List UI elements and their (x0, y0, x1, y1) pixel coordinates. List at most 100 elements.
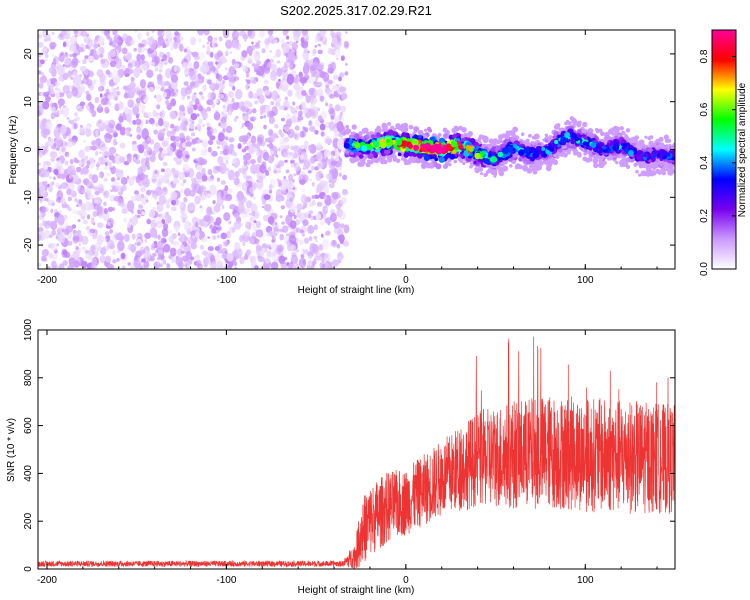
spectrogram-cell (338, 234, 345, 242)
spectrogram-cell (126, 52, 132, 62)
spectrogram-cell (259, 115, 264, 120)
spectrogram-cell (91, 139, 99, 151)
spectrogram-cell (99, 247, 107, 256)
spectrogram-cell (63, 228, 70, 236)
spectrogram-cell (40, 213, 43, 217)
spectrogram-cell (201, 167, 206, 174)
spectrogram-cell (74, 34, 78, 38)
spectrogram-cell (50, 208, 54, 214)
spectrogram-cell (53, 168, 59, 175)
spectrogram-cell (261, 264, 268, 269)
spectrogram-cell (224, 241, 230, 246)
spectrogram-cell (243, 255, 249, 261)
spectrogram-cell (173, 65, 178, 73)
spectrogram-cell (640, 170, 647, 176)
spectrogram-cell (175, 142, 180, 148)
spectrogram-cell (67, 141, 72, 148)
spectrogram-cell (163, 239, 167, 243)
spectrogram-cell (342, 174, 348, 181)
spectrogram-cell (264, 257, 271, 264)
spectrogram-cell (402, 132, 408, 138)
spectrogram-cell (435, 163, 442, 170)
spectrogram-cell (261, 48, 266, 54)
spectrogram-cell (252, 108, 257, 114)
spectrogram-cell (323, 195, 327, 200)
spectrogram-cell (38, 262, 42, 267)
spectrogram-cell (75, 246, 79, 250)
spectrogram-cell (39, 71, 44, 76)
spectrogram-cell (58, 105, 62, 109)
spectrogram-cell (306, 37, 310, 41)
spectrogram-cell (121, 235, 125, 240)
spectrogram-cell (93, 186, 99, 191)
spectrogram-cell (325, 207, 328, 212)
spectrogram-cell (96, 105, 104, 113)
spectrogram-cell (379, 134, 384, 138)
spectrogram-cell (231, 102, 240, 111)
spectrogram-cell (257, 176, 264, 184)
spectrogram-cell (493, 174, 497, 178)
spectrogram-cell (270, 261, 279, 269)
spectrogram-cell (195, 174, 202, 179)
spectrogram-cell (190, 177, 195, 182)
spectrogram-cell (250, 135, 257, 144)
spectrogram-cell (290, 184, 294, 189)
spectrogram-cell (200, 95, 205, 100)
spectrogram-cell (96, 246, 101, 252)
spectrogram-cell (146, 111, 152, 119)
spectrogram-cell (319, 123, 326, 131)
spectrogram-cell (335, 57, 339, 61)
spectrogram-cell (102, 210, 110, 222)
spectrogram-cell (60, 197, 66, 205)
spectrogram-cell (335, 203, 342, 210)
spectrogram-cell (310, 87, 317, 99)
spectrogram-cell (218, 260, 223, 266)
spectrogram-cell (152, 206, 156, 210)
spectrogram-cell (196, 181, 199, 185)
spectrogram-cell (301, 41, 309, 49)
spectrogram-cell (245, 72, 250, 78)
spectrogram-cell (245, 249, 252, 256)
spectrogram-cell (39, 206, 43, 211)
spectrogram-cell (253, 259, 256, 263)
spectrogram-cell (98, 156, 104, 164)
spectrogram-cell (292, 34, 300, 41)
spectrogram-cell (253, 220, 257, 224)
spectrogram-cell (95, 134, 99, 138)
spectrogram-cell (453, 125, 458, 130)
spectrogram-cell (137, 209, 141, 215)
spectrogram-cell (349, 134, 354, 140)
spectrogram-cell (212, 200, 216, 205)
spectrogram-cell (273, 55, 277, 59)
spectrogram-cell (50, 157, 55, 162)
spectrogram-cell (176, 37, 181, 45)
spectrogram-cell (413, 126, 420, 133)
spectrogram-cell (343, 40, 350, 49)
spectrogram-cell (166, 130, 172, 137)
spectrogram-cell (552, 135, 556, 139)
spectrogram-cell (219, 162, 227, 175)
spectrogram-cell (183, 48, 188, 53)
spectrogram-cell (582, 156, 588, 162)
spectrogram-cell (90, 244, 96, 250)
spectrogram-cell (49, 181, 54, 188)
spectrogram-cell (194, 98, 200, 105)
spectrogram-cell (301, 30, 309, 36)
spectrogram-cell (216, 234, 220, 239)
spectrogram-cell (106, 34, 111, 40)
spectrogram-cell (229, 51, 233, 54)
spectrogram-cell (185, 141, 192, 147)
spectrogram-cell (127, 63, 133, 69)
spectrogram-cell (317, 64, 324, 71)
spectrogram-cell (149, 208, 156, 218)
spectrogram-cell (137, 32, 142, 40)
spectrogram-cell (140, 54, 145, 62)
spectrogram-cell (324, 100, 328, 104)
spectrogram-cell (96, 222, 104, 229)
spectrogram-cell (193, 182, 201, 194)
spectrogram-cell (331, 259, 340, 267)
spectrogram-cell (351, 124, 357, 130)
spectrogram-cell (39, 223, 43, 227)
spectrogram-cell (283, 152, 288, 157)
spectrogram-cell (335, 115, 341, 120)
